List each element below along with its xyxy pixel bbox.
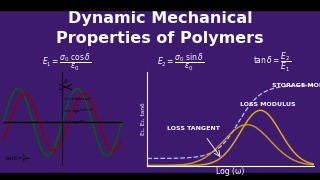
- Text: STORAGE MODULUS: STORAGE MODULUS: [272, 83, 320, 88]
- Text: $\tan\delta = \frac{E_2}{E_1}$: $\tan\delta = \frac{E_2}{E_1}$: [5, 152, 28, 165]
- Text: Dynamic Mechanical: Dynamic Mechanical: [68, 11, 252, 26]
- Bar: [0, 173, 320, 180]
- Text: $E_2 = \dfrac{\sigma_0\ \sin\delta}{\varepsilon_0}$: $E_2 = \dfrac{\sigma_0\ \sin\delta}{\var…: [157, 51, 204, 73]
- Text: $\tan\delta = \dfrac{E_2}{E_1}$: $\tan\delta = \dfrac{E_2}{E_1}$: [253, 50, 291, 74]
- Text: LOSS TANGENT: LOSS TANGENT: [167, 126, 220, 131]
- Text: LOSS MODULUS: LOSS MODULUS: [240, 102, 296, 107]
- Text: $E_1 = \dfrac{\sigma_0\ \cos\delta}{\varepsilon_0}$: $E_1 = \dfrac{\sigma_0\ \cos\delta}{\var…: [43, 51, 92, 73]
- Y-axis label: E₁, E₂, tanδ: E₁, E₂, tanδ: [141, 102, 146, 135]
- Bar: [0, 0, 320, 10]
- X-axis label: Log (ω): Log (ω): [216, 167, 244, 176]
- Text: $\sigma = \sigma_0 e^{i(\omega t+\delta)}$: $\sigma = \sigma_0 e^{i(\omega t+\delta)…: [64, 106, 95, 116]
- Text: Properties of Polymers: Properties of Polymers: [56, 31, 264, 46]
- Text: $\varepsilon = \varepsilon_0 e^{i\omega t}$: $\varepsilon = \varepsilon_0 e^{i\omega …: [64, 117, 86, 127]
- Text: $\varepsilon = \varepsilon_0 \sin(\omega t)$: $\varepsilon = \varepsilon_0 \sin(\omega…: [64, 95, 93, 103]
- Text: $\delta$: $\delta$: [63, 77, 68, 85]
